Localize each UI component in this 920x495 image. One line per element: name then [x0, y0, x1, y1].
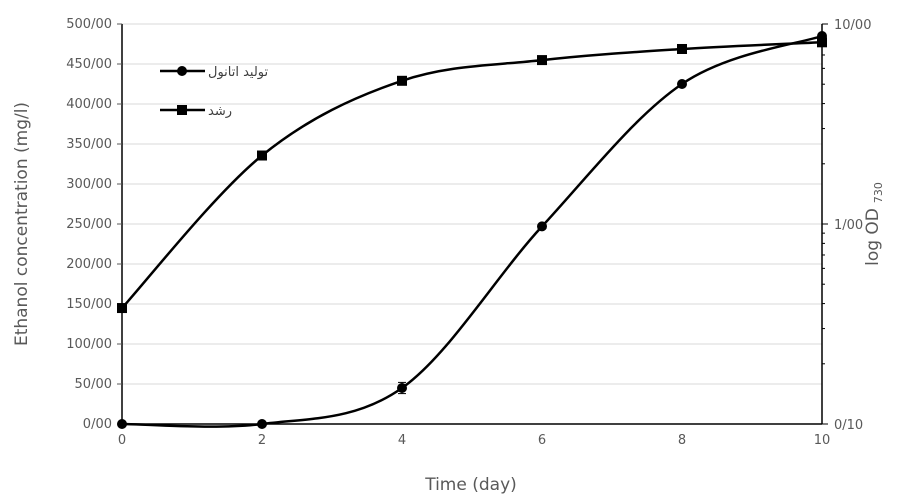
x-tick-label: 0: [118, 433, 126, 448]
y-tick-label: 250/00: [66, 217, 112, 232]
y-axis-ticks: 0/00 50/00 100/00 150/00 200/00 250/00 300/00 3…: [66, 17, 122, 432]
y-tick-label: 350/00: [66, 137, 112, 152]
x-tick-label: 10: [814, 433, 831, 448]
x-tick-label: 8: [678, 433, 686, 448]
legend-item-growth: رشد: [160, 104, 232, 119]
data-point: [537, 55, 547, 66]
data-point: [397, 75, 407, 86]
y-tick-label: 50/00: [75, 377, 112, 392]
y2-tick-label: 1/00: [834, 218, 863, 233]
x-axis-ticks: 0 2 4 6 8 10: [118, 433, 830, 448]
data-point: [257, 419, 267, 429]
data-point: [117, 303, 127, 314]
legend-marker-circle: [177, 66, 187, 76]
data-point: [397, 383, 407, 393]
x-tick-label: 2: [258, 433, 266, 448]
series-line: [121, 41, 823, 309]
y2-tick-label: 0/10: [834, 418, 863, 433]
y-tick-label: 0/00: [83, 417, 112, 432]
y-tick-label: 400/00: [66, 97, 112, 112]
y2-axis-title-main: log OD: [863, 208, 883, 266]
x-tick-label: 6: [538, 433, 546, 448]
data-point: [257, 150, 267, 161]
y2-axis-title-subscript: 730: [872, 182, 885, 203]
legend-label-ethanol: تولید اتانول: [208, 65, 269, 80]
data-point: [537, 221, 547, 232]
legend-marker-square: [177, 105, 187, 115]
x-tick-label: 4: [398, 433, 406, 448]
data-point: [677, 43, 687, 54]
y2-axis-title: log OD 730: [863, 182, 885, 266]
data-point: [677, 79, 687, 89]
y-tick-label: 450/00: [66, 57, 112, 72]
legend-item-ethanol: تولید اتانول: [160, 65, 269, 80]
grid-lines: [122, 23, 822, 385]
y-tick-label: 150/00: [66, 297, 112, 312]
y2-axis-ticks: 0/10 1/00 10/00: [822, 18, 871, 433]
series-line: [121, 34, 823, 428]
data-point: [117, 419, 127, 429]
y-axis-title: Ethanol concentration (mg/l): [12, 102, 32, 346]
data-point: [817, 37, 827, 48]
series-ethanol: [117, 31, 827, 429]
series-growth: [117, 37, 827, 314]
legend-label-growth: رشد: [208, 104, 232, 119]
y-tick-label: 500/00: [66, 17, 112, 32]
y-tick-label: 300/00: [66, 177, 112, 192]
legend: تولید اتانول رشد: [160, 65, 269, 119]
x-axis-title: Time (day): [424, 475, 517, 495]
y-tick-label: 200/00: [66, 257, 112, 272]
y-tick-label: 100/00: [66, 337, 112, 352]
y2-tick-label: 10/00: [834, 18, 871, 33]
series-layer: [117, 31, 827, 429]
